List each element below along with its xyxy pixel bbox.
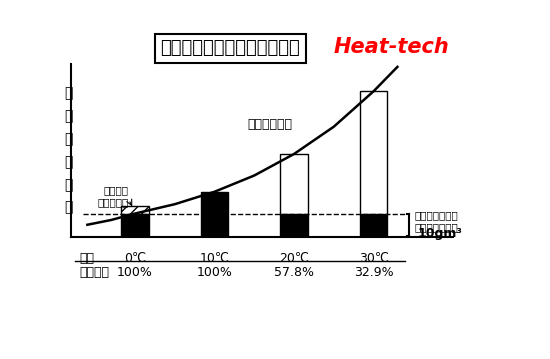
Text: 水蒸気量と気温と湿度の関係: 水蒸気量と気温と湿度の関係 xyxy=(161,39,300,57)
Text: 20℃: 20℃ xyxy=(279,252,309,265)
Text: 57.8%: 57.8% xyxy=(274,266,314,279)
Bar xyxy=(280,154,308,214)
Bar xyxy=(201,192,228,237)
Bar xyxy=(360,91,388,214)
Text: 32.9%: 32.9% xyxy=(354,266,393,279)
Text: Heat-tech: Heat-tech xyxy=(333,37,449,57)
Bar xyxy=(360,214,388,237)
Text: 飽和水蒸気量: 飽和水蒸気量 xyxy=(248,118,293,131)
Text: 10℃: 10℃ xyxy=(200,252,229,265)
Y-axis label: 飽
和
水
蒸
気
量: 飽 和 水 蒸 気 量 xyxy=(64,87,73,215)
Text: 凝結して
水滴になる: 凝結して 水滴になる xyxy=(97,185,129,207)
Text: 100%: 100% xyxy=(197,266,233,279)
Text: 相対湿度: 相対湿度 xyxy=(79,266,109,279)
Bar xyxy=(121,214,149,237)
Text: 0℃: 0℃ xyxy=(124,252,146,265)
Text: 気温: 気温 xyxy=(79,252,95,265)
Text: 30℃: 30℃ xyxy=(359,252,388,265)
Text: 実際に含まれて
いる水蒸気の量: 実際に含まれて いる水蒸気の量 xyxy=(415,210,459,233)
Bar xyxy=(280,214,308,237)
Text: 10gm³: 10gm³ xyxy=(417,227,462,240)
Bar xyxy=(121,206,149,214)
Text: 100%: 100% xyxy=(117,266,153,279)
